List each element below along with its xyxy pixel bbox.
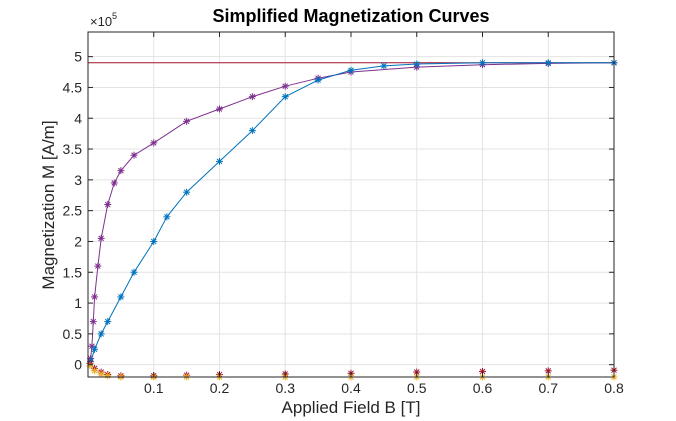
y-tick-label: 5 [74, 49, 82, 65]
data-point [97, 370, 105, 378]
y-tick-label: 4.5 [63, 79, 83, 95]
data-point [248, 127, 256, 135]
data-point [110, 179, 118, 187]
data-point [104, 318, 112, 326]
y-tick-label: 0.5 [63, 326, 83, 342]
x-tick-label: 0.4 [341, 380, 361, 396]
data-point [281, 93, 289, 101]
data-point [183, 117, 191, 125]
y-tick-label: 2.5 [63, 203, 83, 219]
y-tick-label: 2 [74, 233, 82, 249]
data-point [117, 293, 125, 301]
x-tick-label: 0.6 [473, 380, 493, 396]
data-point [97, 330, 105, 338]
x-tick-label: 0.7 [539, 380, 559, 396]
y-tick-label: 3.5 [63, 141, 83, 157]
data-point [104, 201, 112, 208]
data-point [130, 268, 138, 276]
data-point [91, 345, 99, 353]
x-axis-label: Applied Field B [T] [282, 398, 421, 417]
data-point [130, 151, 138, 159]
data-point [216, 105, 223, 113]
data-point [248, 93, 256, 101]
y-tick-label: 3 [74, 172, 82, 188]
data-point [479, 59, 486, 67]
tick-layer: 0.1 0.2 0.3 0.4 0.5 0.6 0.7 0.8 0 0.5 1 1.5 2 2.5 3 3.5… [63, 32, 624, 396]
x-tick-label: 0.2 [210, 380, 230, 396]
y-axis-label: Magnetization M [A/m] [39, 120, 58, 289]
data-point [89, 318, 97, 326]
data-point [314, 76, 322, 84]
data-point [544, 59, 552, 67]
data-point [91, 293, 99, 301]
data-point [117, 167, 125, 175]
data-point [183, 188, 191, 196]
x-tick-label: 0.5 [407, 380, 427, 396]
data-point [413, 60, 421, 68]
data-point [150, 139, 158, 147]
y-tick-label: 4 [74, 110, 82, 126]
x-tick-label: 0.3 [276, 380, 296, 396]
y-tick-label: 1.5 [63, 264, 83, 280]
series-layer [86, 59, 618, 381]
data-point [216, 157, 223, 165]
data-point [150, 237, 158, 245]
y-exponent-power: 5 [112, 11, 117, 21]
data-point [104, 372, 112, 380]
data-point [97, 234, 105, 242]
chart-title: Simplified Magnetization Curves [212, 6, 489, 26]
data-point [347, 66, 355, 74]
data-point [380, 62, 388, 70]
y-tick-label: 0 [74, 357, 82, 373]
x-tick-label: 0.8 [604, 380, 624, 396]
y-exponent-base: ×10 [90, 14, 112, 29]
data-point [479, 367, 486, 375]
data-point [94, 262, 102, 270]
data-point [281, 82, 289, 90]
series-1 [87, 59, 618, 366]
data-point [163, 213, 171, 221]
data-point [91, 367, 99, 375]
y-tick-label: 1 [74, 295, 82, 311]
x-tick-label: 0.1 [144, 380, 164, 396]
